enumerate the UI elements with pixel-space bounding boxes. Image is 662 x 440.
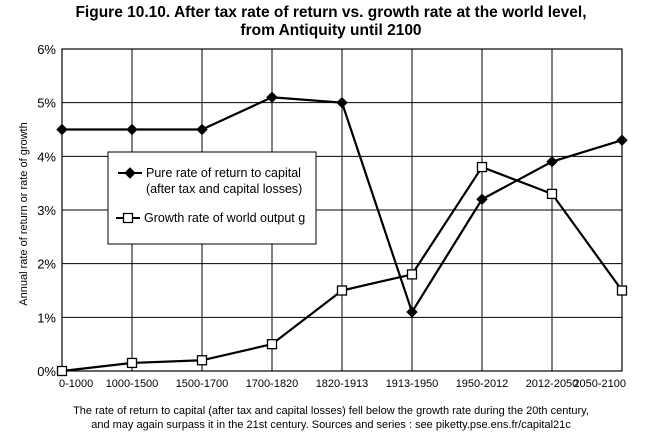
x-tick-label: 1700-1820 xyxy=(246,378,299,390)
legend-label-return: Pure rate of return to capital xyxy=(146,166,301,180)
legend: Pure rate of return to capital (after tax… xyxy=(107,151,317,245)
chart-title: Figure 10.10. After tax rate of return v… xyxy=(0,4,662,40)
growth-point xyxy=(266,339,278,350)
series-growth-rate xyxy=(56,161,628,377)
return-point xyxy=(196,123,208,136)
series-layer xyxy=(56,91,628,377)
series-return-to-capital xyxy=(56,91,628,318)
legend-label-growth: Growth rate of world output g xyxy=(144,211,305,225)
growth-point xyxy=(546,188,558,200)
footnote: The rate of return to capital (after tax… xyxy=(0,404,662,432)
legend-label-return: (after tax and capital losses) xyxy=(146,182,302,196)
return-point xyxy=(546,155,558,168)
return-point xyxy=(56,123,68,136)
footnote-line1: The rate of return to capital (after tax… xyxy=(73,405,589,417)
y-tick-label: 0% xyxy=(37,364,56,379)
return-point xyxy=(126,123,138,136)
x-tick-label: 1913-1950 xyxy=(386,378,439,390)
legend-marker-return xyxy=(124,167,136,179)
x-tick-label: 2050-2100 xyxy=(573,378,626,390)
y-tick-label: 2% xyxy=(37,257,56,272)
x-tick-label: 1820-1913 xyxy=(316,378,369,390)
x-tick-label: 1500-1700 xyxy=(176,378,229,390)
footnote-line2: and may again surpass it in the 21st cen… xyxy=(91,419,571,431)
y-tick-label: 5% xyxy=(37,96,56,111)
y-tick-label: 4% xyxy=(37,149,56,164)
chart-title-line1: Figure 10.10. After tax rate of return v… xyxy=(75,4,587,21)
plot-frame xyxy=(61,48,623,372)
growth-point xyxy=(196,355,208,366)
return-point xyxy=(616,134,628,146)
y-axis-ticks: 0% 1% 2% 3% 4% 5% 6% xyxy=(37,42,56,379)
return-point xyxy=(406,306,418,318)
x-tick-label: 1000-1500 xyxy=(106,378,159,390)
growth-point xyxy=(406,269,418,280)
legend-box xyxy=(107,151,317,245)
y-tick-label: 3% xyxy=(37,203,56,218)
chart-title-line2: from Antiquity until 2100 xyxy=(240,22,422,39)
x-axis-ticks: 0-1000 1000-1500 1500-1700 1700-1820 1820-19… xyxy=(59,378,626,390)
return-point xyxy=(476,193,488,205)
x-tick-label: 1950-2012 xyxy=(456,378,509,390)
y-axis-label: Annual rate of return or rate of growth xyxy=(18,122,30,305)
y-tick-label: 6% xyxy=(37,42,56,57)
growth-point xyxy=(616,285,628,296)
x-tick-label: 0-1000 xyxy=(59,378,93,390)
y-tick-label: 1% xyxy=(37,310,56,325)
growth-point xyxy=(56,365,68,377)
legend-marker-growth xyxy=(122,212,134,224)
growth-point xyxy=(336,285,348,296)
return-point xyxy=(266,91,278,104)
growth-point xyxy=(476,161,488,173)
x-tick-label: 2012-2050 xyxy=(526,378,579,390)
growth-point xyxy=(126,357,138,369)
return-point xyxy=(336,96,348,109)
